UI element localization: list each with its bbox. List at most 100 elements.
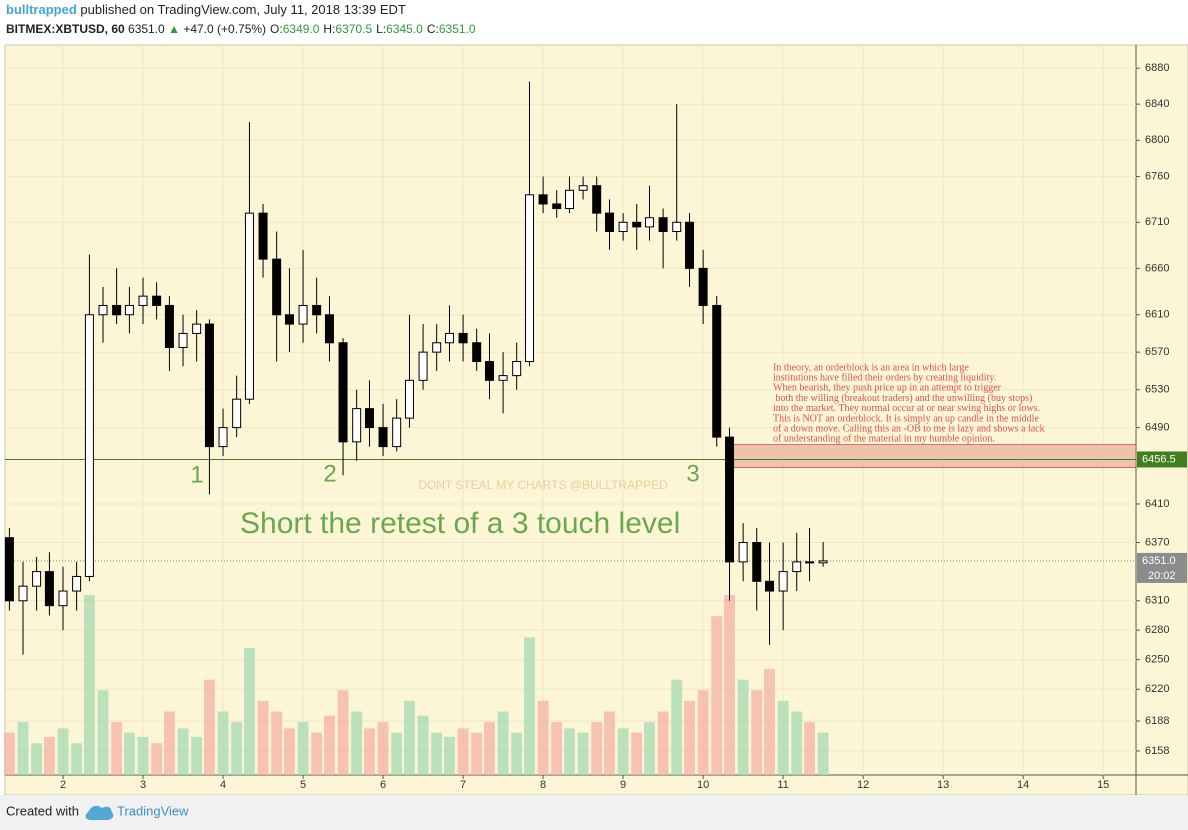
y-tick-label: 6410 <box>1145 498 1169 510</box>
candle-body <box>138 295 148 306</box>
volume-bar <box>684 700 695 775</box>
volume-bar <box>71 743 83 775</box>
volume-bar <box>751 690 763 775</box>
ohlc-value: 6349.0 <box>283 22 320 36</box>
volume-bar <box>431 732 443 775</box>
candle-body <box>632 221 642 228</box>
volume-bar <box>644 722 655 775</box>
x-tick-label: 14 <box>1017 779 1029 791</box>
symbol-line: BITMEX:XBTUSD, 60 6351.0 ▲ +47.0 (+0.75%… <box>6 22 476 36</box>
note-line: of a down move. Calling this an -OB to m… <box>773 423 1045 434</box>
volume-bar <box>163 711 175 775</box>
volume-bar <box>123 732 135 775</box>
candle-body <box>378 427 388 448</box>
volume-bar <box>191 736 203 775</box>
volume-bar <box>217 711 229 775</box>
candle-body <box>818 560 828 564</box>
author: bulltrapped <box>6 2 77 17</box>
ohlc-value: 6351.0 <box>439 22 476 36</box>
candle-body <box>432 342 442 353</box>
volume-bar <box>484 722 495 775</box>
note-line: of understanding of the material in my h… <box>773 434 995 445</box>
volume-bar <box>564 728 575 775</box>
y-tick-label: 6710 <box>1145 216 1169 228</box>
volume-bar <box>231 722 243 775</box>
candle-body <box>152 295 162 306</box>
x-tick-label: 6 <box>380 779 386 791</box>
volume-bar <box>297 722 309 775</box>
level-label: 6456.5 <box>1142 453 1176 465</box>
volume-bar <box>551 722 563 775</box>
y-tick-label: 6310 <box>1145 595 1169 607</box>
candle-body <box>58 590 68 607</box>
arrow: ▲ <box>168 22 180 36</box>
volume-bar <box>244 647 255 775</box>
volume-bar <box>724 595 735 775</box>
footer-brand[interactable]: TradingView <box>117 803 189 818</box>
volume-bar <box>351 711 363 775</box>
ohlc-value: 6370.5 <box>335 22 372 36</box>
published: published on TradingView.com, July 11, 2… <box>80 2 406 17</box>
volume-bar <box>631 732 643 775</box>
candle-body <box>98 304 108 316</box>
x-tick-label: 15 <box>1097 779 1109 791</box>
candle-body <box>458 332 468 344</box>
y-tick-label: 6570 <box>1145 346 1169 358</box>
candle-body <box>232 398 242 429</box>
volume-bar <box>657 711 669 775</box>
touch-label: 1 <box>190 461 203 488</box>
candle-body <box>524 194 534 363</box>
volume-bar <box>364 728 375 775</box>
volume-bar <box>31 743 43 775</box>
candle-body <box>752 542 762 582</box>
candle-body <box>578 185 588 191</box>
volume-bar <box>391 732 403 775</box>
candle-body <box>18 585 28 602</box>
x-tick-label: 3 <box>140 779 146 791</box>
volume-bar <box>43 736 55 775</box>
note-line: institutions have filled their orders by… <box>773 372 996 383</box>
candle-body <box>32 571 42 587</box>
volume-bar <box>3 732 15 775</box>
candle-body <box>645 217 655 228</box>
volume-bar <box>404 700 415 775</box>
volume-bar <box>817 732 829 775</box>
volume-bar <box>444 736 455 775</box>
volume-bar <box>337 690 349 775</box>
volume-bar <box>417 715 429 775</box>
volume-bar <box>471 732 483 775</box>
candle-body <box>725 436 735 563</box>
candle-body <box>418 351 428 381</box>
candle-body <box>792 561 802 573</box>
candle-body <box>312 304 322 316</box>
x-tick-label: 5 <box>300 779 306 791</box>
candle-body <box>218 427 228 448</box>
x-tick-label: 9 <box>620 779 626 791</box>
note-line: When bearish, they push price up in an a… <box>773 383 1002 394</box>
candle-body <box>352 408 362 443</box>
candle-body <box>765 580 775 592</box>
candle-body <box>672 221 682 232</box>
volume-bar <box>17 722 29 775</box>
y-tick-label: 6220 <box>1145 683 1169 695</box>
candle-body <box>72 575 82 592</box>
candle-body <box>298 304 308 325</box>
volume-bar <box>804 722 815 775</box>
volume-bar <box>671 679 683 775</box>
candle-body <box>805 561 815 564</box>
candle-body <box>498 375 508 381</box>
y-tick-label: 6188 <box>1145 715 1169 727</box>
tv-logo <box>85 805 114 820</box>
volume-bar <box>737 679 749 775</box>
candle-body <box>338 342 348 443</box>
candle-body <box>712 304 722 438</box>
candle-body <box>272 258 282 316</box>
x-tick-label: 11 <box>777 779 788 791</box>
note-line: This is NOT an orderblock. It is simply … <box>773 413 1039 424</box>
candle-body <box>192 323 202 334</box>
candle-body <box>564 189 574 210</box>
ohlc-label: C: <box>427 22 439 36</box>
y-tick-label: 6660 <box>1145 262 1169 274</box>
